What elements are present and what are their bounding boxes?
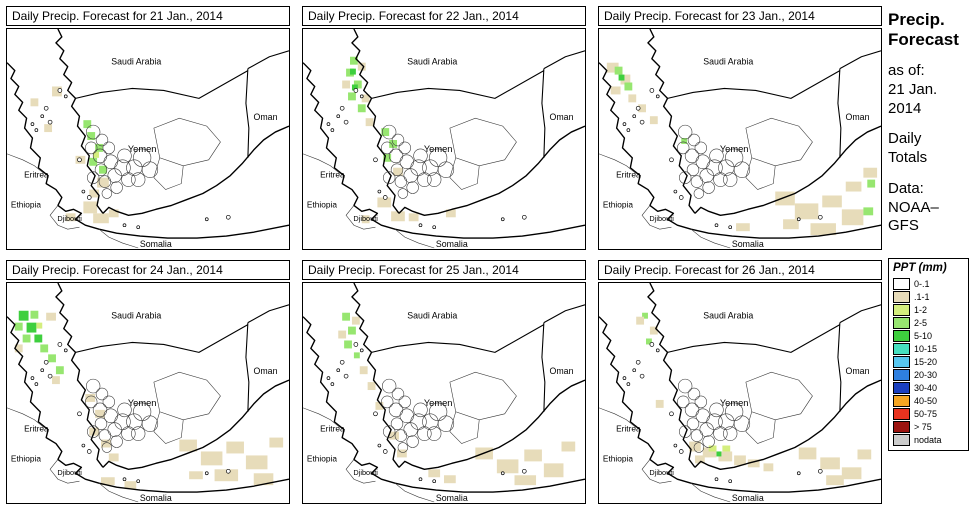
precip-patches [342,56,456,224]
legend-row: 1-2 [893,303,965,316]
legend-row: .1-1 [893,290,965,303]
legend-color-swatch [893,394,910,407]
panel-title: Daily Precip. Forecast for 23 Jan., 2014 [598,6,882,26]
forecast-panel-26jan: Daily Precip. Forecast for 26 Jan., 2014 [598,260,882,504]
legend-label: 1-2 [914,304,928,315]
legend-color-swatch [893,368,910,381]
legend-box: PPT (mm) 0-.1 .1-1 1-2 2-5 5-10 10-15 15-20 20-… [888,258,969,452]
page: Daily Precip. Forecast for 21 Jan., 2014… [6,6,969,504]
sidebar-title-line2: Forecast [888,30,959,50]
forecast-panel-23jan: Daily Precip. Forecast for 23 Jan., 2014 [598,6,882,250]
data-source-block: Data: NOAA– GFS [888,180,967,236]
legend-entries: 0-.1 .1-1 1-2 2-5 5-10 10-15 15-20 20-30 30-40 40… [893,277,965,446]
panel-title: Daily Precip. Forecast for 24 Jan., 2014 [6,260,290,280]
legend-label: 15-20 [914,356,938,367]
sidebar: Precip. Forecast as of: 21 Jan. 2014 Dai… [888,6,969,504]
legend-color-swatch [893,355,910,368]
precip-patches [636,312,872,486]
legend-label: .1-1 [914,291,930,302]
legend-row: 5-10 [893,329,965,342]
forecast-map [598,28,882,250]
data-source-line1: NOAA– [888,198,939,216]
data-source-label: Data: [888,179,924,197]
legend-label: 40-50 [914,395,938,406]
legend-label: 5-10 [914,330,933,341]
as-of-block: as of: 21 Jan. 2014 [888,62,967,118]
legend-row: 50-75 [893,407,965,420]
legend-color-swatch [893,433,910,446]
legend-label: 0-.1 [914,278,930,289]
legend-row: 2-5 [893,316,965,329]
legend-color-swatch [893,329,910,342]
as-of-date-line1: 21 Jan. [888,80,938,98]
forecast-map [598,282,882,504]
panel-title: Daily Precip. Forecast for 21 Jan., 2014 [6,6,290,26]
forecast-panels-grid: Daily Precip. Forecast for 21 Jan., 2014… [6,6,882,504]
forecast-map [6,282,290,504]
forecast-panel-25jan: Daily Precip. Forecast for 25 Jan., 2014 [302,260,586,504]
legend-title: PPT (mm) [893,262,947,275]
precip-patches [606,62,878,236]
panel-title: Daily Precip. Forecast for 26 Jan., 2014 [598,260,882,280]
forecast-map [302,282,586,504]
legend-row: 40-50 [893,394,965,407]
legend-row: nodata [893,433,965,446]
legend-color-swatch [893,290,910,303]
legend-label: 50-75 [914,408,938,419]
forecast-panel-21jan: Daily Precip. Forecast for 21 Jan., 2014 [6,6,290,250]
precip-patches [14,310,284,490]
legend-color-swatch [893,303,910,316]
legend-label: 30-40 [914,382,938,393]
legend-row: 0-.1 [893,277,965,290]
panel-title: Daily Precip. Forecast for 22 Jan., 2014 [302,6,586,26]
forecast-map [302,28,586,250]
legend-row: 30-40 [893,381,965,394]
totals-line2: Totals [888,149,928,167]
legend-label: 20-30 [914,369,938,380]
legend-label: > 75 [914,421,932,432]
precip-patches [338,312,576,486]
legend-color-swatch [893,316,910,329]
legend-row: 15-20 [893,355,965,368]
legend-label: nodata [914,434,942,445]
forecast-panel-24jan: Daily Precip. Forecast for 24 Jan., 2014 [6,260,290,504]
sidebar-title-line1: Precip. [888,10,945,29]
as-of-label: as of: [888,62,925,80]
legend-row: 10-15 [893,342,965,355]
totals-block: Daily Totals [888,130,967,168]
legend-label: 10-15 [914,343,938,354]
legend-label: 2-5 [914,317,928,328]
legend-color-swatch [893,381,910,394]
precip-patches [30,86,119,224]
forecast-map [6,28,290,250]
forecast-panel-22jan: Daily Precip. Forecast for 22 Jan., 2014 [302,6,586,250]
legend-row: > 75 [893,420,965,433]
totals-line1: Daily [888,130,922,148]
legend-color-swatch [893,342,910,355]
as-of-date-line2: 2014 [888,99,922,117]
data-source-line2: GFS [888,217,919,235]
legend-color-swatch [893,420,910,433]
panel-title: Daily Precip. Forecast for 25 Jan., 2014 [302,260,586,280]
sidebar-title: Precip. Forecast [888,10,967,50]
legend-color-swatch [893,277,910,290]
legend-row: 20-30 [893,368,965,381]
legend-color-swatch [893,407,910,420]
